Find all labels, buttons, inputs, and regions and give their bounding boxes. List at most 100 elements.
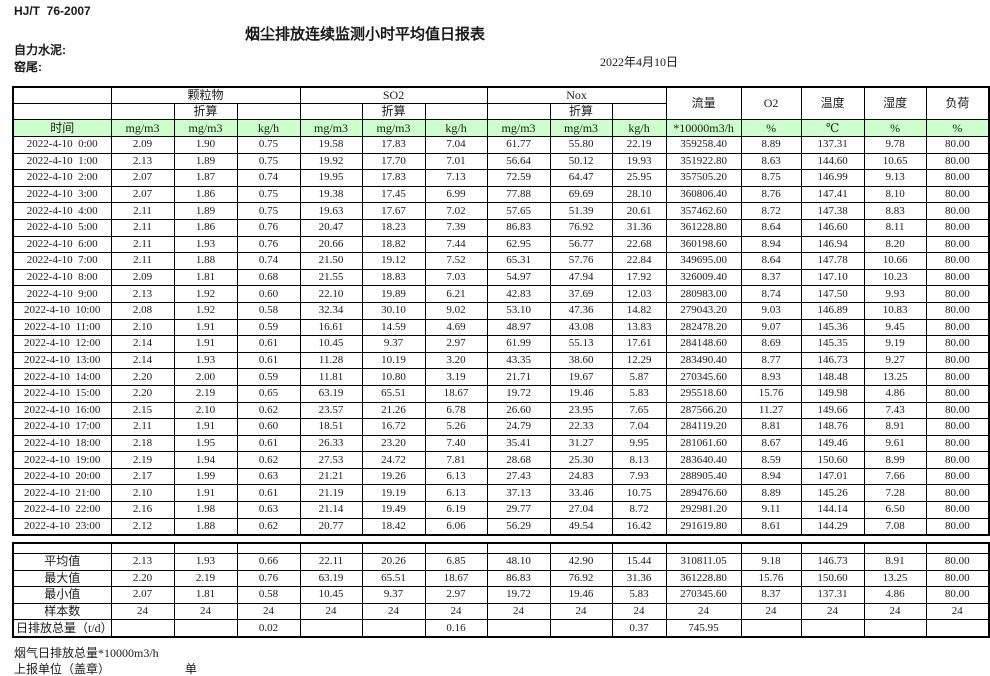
value-cell: 146.73 (800, 553, 865, 571)
value-cell: 80.00 (925, 268, 990, 287)
value-cell: 8.91 (863, 553, 927, 571)
value-cell: 80.00 (925, 152, 990, 171)
value-cell: 63.19 (299, 569, 363, 588)
value-cell: 55.13 (549, 335, 613, 353)
blank-cell (611, 103, 667, 120)
value-cell: 2.11 (110, 252, 175, 270)
unit-cell: % (925, 119, 990, 137)
value-cell: 28.68 (486, 451, 551, 469)
value-cell: 1.88 (173, 252, 238, 270)
value-cell: 80.00 (925, 418, 990, 436)
value-cell: 292981.20 (665, 501, 742, 519)
time-cell: 2022-4-10 5:00 (12, 218, 112, 237)
value-cell: 80.00 (925, 569, 990, 588)
unit-cell: mg/m3 (173, 119, 238, 137)
value-cell: 26.60 (486, 401, 551, 420)
value-cell: 49.54 (549, 517, 613, 536)
value-cell: 1.93 (173, 553, 238, 571)
value-cell: 0.76 (236, 569, 301, 588)
value-cell: 2.20 (110, 368, 175, 386)
value-cell: 0.65 (236, 384, 301, 403)
value-cell: 17.67 (361, 202, 426, 220)
value-cell: 2.20 (110, 569, 175, 588)
value-cell: 15.44 (611, 553, 667, 571)
value-cell: 0.62 (236, 517, 301, 536)
value-cell: 2.13 (110, 152, 175, 171)
value-cell: 11.28 (299, 351, 363, 370)
value-cell: 63.19 (299, 384, 363, 403)
value-cell: 1.93 (173, 351, 238, 370)
value-cell: 4.69 (424, 318, 488, 337)
value-cell: 145.36 (800, 318, 865, 337)
value-cell: 20.47 (299, 218, 363, 237)
value-cell: 8.76 (740, 185, 802, 204)
value-cell: 47.94 (549, 268, 613, 287)
time-cell: 2022-4-10 21:00 (12, 484, 112, 503)
value-cell: 38.60 (549, 351, 613, 370)
value-cell: 1.89 (173, 202, 238, 220)
value-cell: 10.45 (299, 586, 363, 604)
value-cell: 7.52 (424, 252, 488, 270)
value-cell: 0.61 (236, 484, 301, 503)
value-cell: 19.72 (486, 586, 551, 604)
blank-cell (236, 103, 301, 120)
value-cell: 14.82 (611, 301, 667, 320)
value-cell: 2.19 (173, 569, 238, 588)
value-cell (863, 619, 927, 638)
value-cell: 1.94 (173, 451, 238, 469)
value-cell: 2.14 (110, 335, 175, 353)
table-row: 2022-4-10 20:00 2.17 1.99 0.63 21.21 19.26 6.1… (12, 467, 990, 486)
value-cell: 56.77 (549, 235, 613, 254)
value-cell: 1.91 (173, 418, 238, 436)
value-cell: 24 (925, 602, 990, 621)
value-cell: 8.69 (740, 335, 802, 353)
unit-label: 单位 (185, 662, 198, 676)
unit-cell: % (863, 119, 927, 137)
table-row: 2022-4-10 5:00 2.11 1.86 0.76 20.47 18.23 7.39… (12, 218, 990, 237)
col-flow: 流量 (665, 86, 742, 120)
value-cell: 0.75 (236, 202, 301, 220)
value-cell: 5.87 (611, 368, 667, 386)
summary-label: 日排放总量（t/d） (12, 619, 113, 638)
value-cell: 8.20 (863, 235, 927, 254)
flue-gas-total-note: 烟气日排放总量*10000m3/h (14, 646, 159, 660)
blank-cell (740, 542, 802, 554)
value-cell: 0.75 (236, 185, 301, 204)
value-cell: 17.83 (361, 136, 426, 154)
value-cell: 24.72 (361, 451, 426, 469)
value-cell: 149.46 (800, 434, 865, 453)
value-cell: 146.94 (800, 235, 865, 254)
value-cell: 283640.40 (665, 451, 742, 469)
value-cell: 1.91 (173, 484, 238, 503)
header-group-row: 颗粒物 SO2 Nox 流量 O2 温度 湿度 负荷 (12, 86, 990, 120)
value-cell: 2.09 (110, 136, 175, 154)
value-cell: 2.11 (110, 218, 175, 237)
table-row: 2022-4-10 4:00 2.11 1.89 0.75 19.63 17.67 7.02… (12, 202, 990, 220)
value-cell (110, 619, 175, 638)
value-cell: 24 (611, 602, 667, 621)
value-cell: 23.20 (361, 434, 426, 453)
table-row: 2022-4-10 23:00 2.12 1.88 0.62 20.77 18.42 6.0… (12, 517, 990, 536)
value-cell: 9.27 (863, 351, 927, 370)
blank-cell (424, 542, 488, 554)
time-cell: 2022-4-10 3:00 (12, 185, 112, 204)
blank-cell (12, 86, 112, 104)
value-cell: 22.19 (611, 136, 667, 154)
value-cell: 61.99 (486, 335, 551, 353)
col-temperature: 温度 (800, 86, 865, 120)
value-cell: 8.11 (863, 218, 927, 237)
value-cell: 7.08 (863, 517, 927, 536)
value-cell: 80.00 (925, 484, 990, 503)
blank-cell (863, 542, 927, 554)
value-cell: 80.00 (925, 467, 990, 486)
value-cell: 48.10 (486, 553, 551, 571)
value-cell: 22.68 (611, 235, 667, 254)
value-cell: 7.66 (863, 467, 927, 486)
summary-label: 样本数 (12, 602, 112, 621)
value-cell: 10.75 (611, 484, 667, 503)
value-cell: 27.43 (486, 467, 551, 486)
value-cell: 2.18 (110, 434, 175, 453)
value-cell: 8.13 (611, 451, 667, 469)
value-cell: 149.98 (800, 384, 865, 403)
